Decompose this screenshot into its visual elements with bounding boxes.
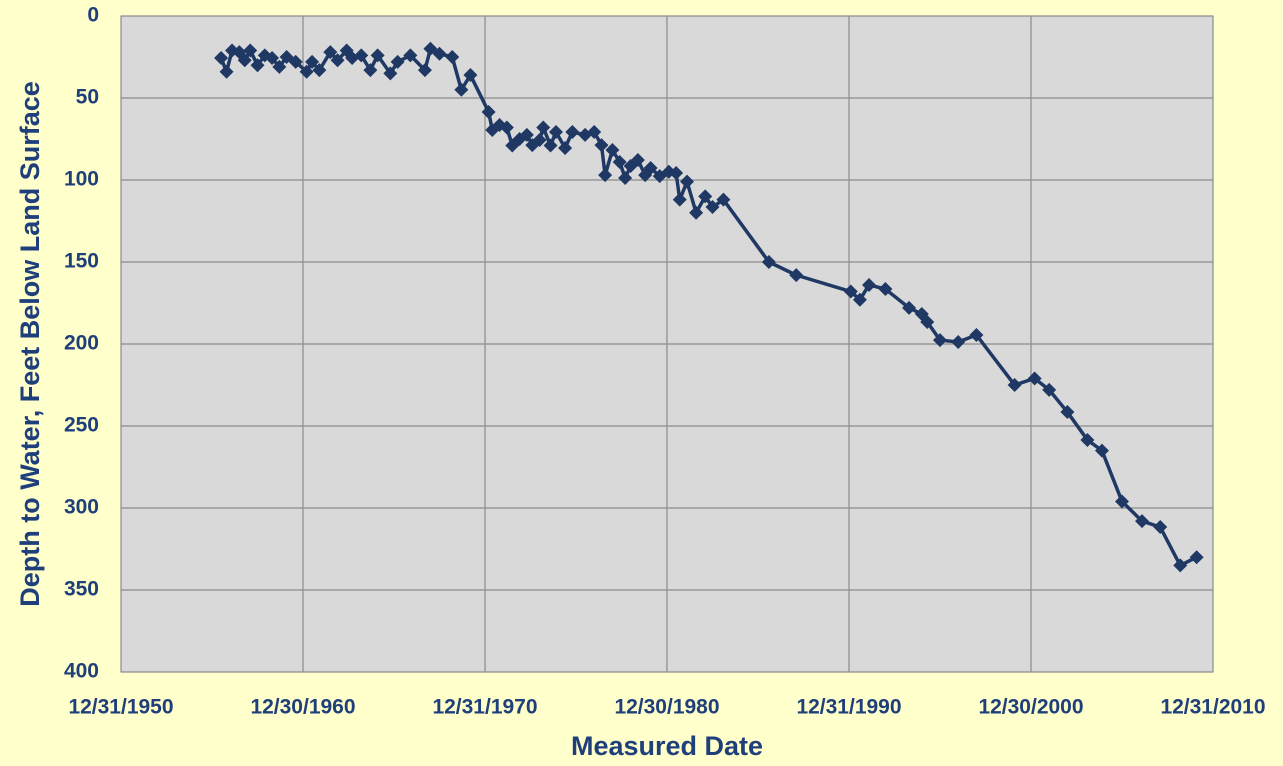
y-tick-label: 250 xyxy=(64,414,99,437)
y-tick-label: 50 xyxy=(76,86,99,109)
data-point xyxy=(1189,550,1204,565)
data-point xyxy=(951,335,966,350)
data-point xyxy=(383,66,398,81)
data-point xyxy=(1173,558,1188,573)
data-point xyxy=(312,63,327,78)
data-point xyxy=(716,192,731,207)
data-point xyxy=(1153,520,1168,535)
data-point xyxy=(933,333,947,348)
y-tick-label: 0 xyxy=(87,4,99,27)
data-point xyxy=(618,171,633,186)
data-point xyxy=(543,138,558,153)
data-point xyxy=(612,154,627,169)
data-point xyxy=(789,268,804,283)
data-point xyxy=(519,127,534,142)
y-axis-title: Depth to Water, Feet Below Land Surface xyxy=(15,81,45,607)
data-point xyxy=(237,53,252,68)
data-point xyxy=(214,50,229,65)
data-point xyxy=(698,189,713,204)
data-point xyxy=(587,124,602,139)
data-point xyxy=(578,127,593,142)
data-point xyxy=(250,58,265,73)
data-point xyxy=(969,327,984,342)
data-point xyxy=(605,142,620,157)
data-point xyxy=(1027,371,1042,386)
data-point xyxy=(878,282,893,297)
x-tick-label: 12/30/1980 xyxy=(614,696,719,719)
data-point xyxy=(1135,514,1150,529)
y-tick-label: 200 xyxy=(64,332,99,355)
data-point xyxy=(680,174,695,189)
x-tick-label: 12/30/1960 xyxy=(250,696,355,719)
y-tick-label: 400 xyxy=(64,660,99,683)
data-point xyxy=(920,315,935,330)
x-tick-label: 12/31/2010 xyxy=(1160,696,1265,719)
data-point xyxy=(843,284,858,299)
data-point xyxy=(463,68,478,83)
data-point xyxy=(1080,432,1095,447)
data-point xyxy=(370,48,385,63)
x-tick-label: 12/31/1970 xyxy=(432,696,537,719)
x-tick-label: 12/31/1990 xyxy=(796,696,901,719)
x-tick-label: 12/30/2000 xyxy=(978,696,1083,719)
data-point xyxy=(499,120,514,135)
data-point xyxy=(689,205,704,220)
data-point xyxy=(630,152,645,167)
data-point xyxy=(445,50,460,64)
data-point xyxy=(243,43,258,58)
data-point xyxy=(643,161,658,176)
data-point xyxy=(279,50,294,64)
data-point xyxy=(481,104,496,119)
data-point xyxy=(299,64,314,79)
data-point xyxy=(454,82,469,97)
data-point xyxy=(1042,382,1057,397)
data-point xyxy=(265,50,280,65)
y-tick-label: 300 xyxy=(64,496,99,519)
data-point xyxy=(417,63,432,78)
data-point xyxy=(598,168,613,183)
data-point xyxy=(363,63,378,78)
x-axis-title: Measured Date xyxy=(571,731,763,761)
data-point xyxy=(390,54,405,69)
data-point xyxy=(323,45,338,60)
data-point xyxy=(354,48,369,63)
data-point xyxy=(672,192,687,207)
data-point xyxy=(536,120,551,135)
data-point xyxy=(219,64,234,79)
data-point xyxy=(330,53,345,68)
data-point xyxy=(548,124,563,139)
y-tick-label: 150 xyxy=(64,250,99,273)
data-point xyxy=(1060,405,1075,420)
data-point xyxy=(1115,494,1129,509)
data-point xyxy=(862,277,877,292)
y-tick-label: 100 xyxy=(64,168,99,191)
data-point xyxy=(423,41,438,56)
data-point xyxy=(594,138,609,153)
y-tick-label: 350 xyxy=(64,578,99,601)
data-point xyxy=(705,200,720,215)
data-point xyxy=(403,48,418,63)
data-point xyxy=(272,59,287,74)
data-point xyxy=(852,292,867,307)
data-point xyxy=(305,54,320,69)
data-point xyxy=(565,124,580,139)
data-point xyxy=(669,165,684,180)
data-point xyxy=(902,300,917,315)
data-point xyxy=(558,141,573,156)
data-point xyxy=(532,132,547,147)
data-point xyxy=(288,54,303,69)
data-point xyxy=(761,255,776,269)
data-point xyxy=(432,46,447,61)
x-tick-label: 12/31/1950 xyxy=(68,696,173,719)
data-point xyxy=(1007,378,1022,392)
data-point xyxy=(1094,443,1109,458)
